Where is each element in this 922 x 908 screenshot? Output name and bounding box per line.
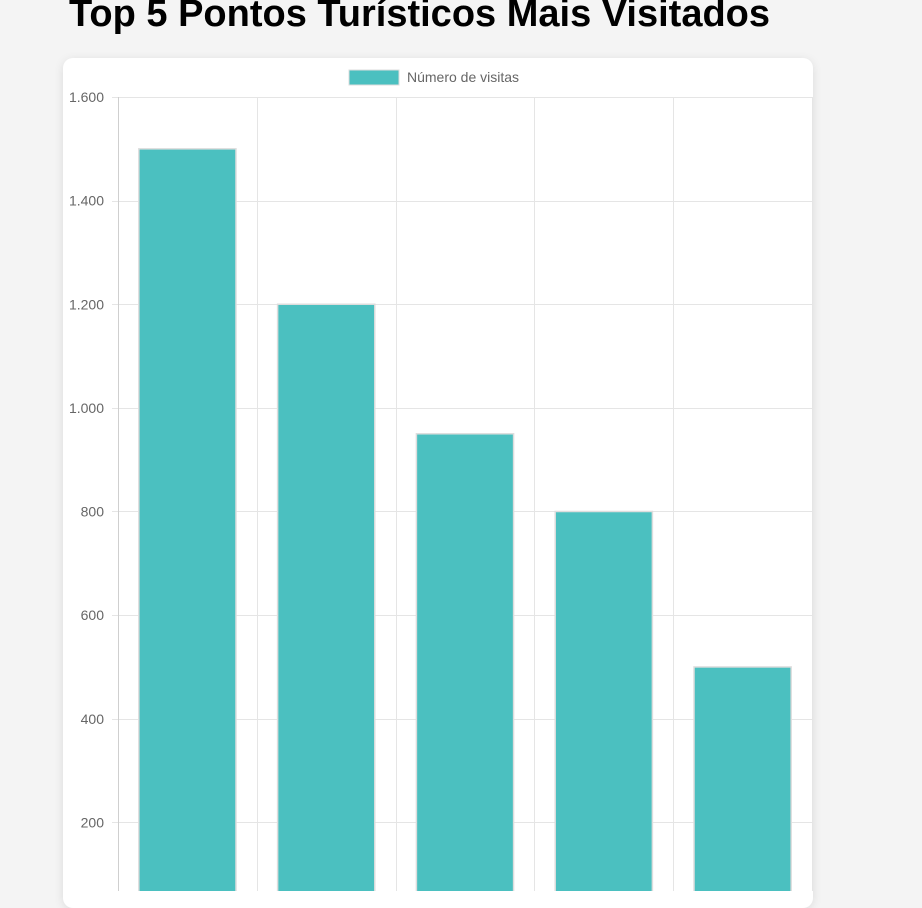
y-tick-label: 1.200 (69, 296, 104, 312)
bar (693, 666, 792, 891)
y-tick-label: 600 (81, 607, 105, 623)
bar (276, 303, 376, 891)
y-axis: 200 400 600 800 1.000 1.200 1.400 1.600 (69, 89, 119, 891)
bar (415, 433, 515, 891)
page-title: Top 5 Pontos Turísticos Mais Visitados (69, 0, 771, 35)
bar (554, 510, 654, 891)
legend-swatch (348, 69, 400, 86)
bars-layer (138, 148, 792, 891)
y-tick-label: 1.400 (69, 193, 104, 209)
legend[interactable]: Número de visitas (348, 69, 519, 86)
y-tick-label: 800 (81, 504, 105, 520)
y-tick-label: 400 (81, 711, 105, 727)
y-tick-label: 1.000 (69, 400, 104, 416)
y-tick-label: 1.600 (69, 89, 104, 105)
legend-label: Número de visitas (407, 69, 519, 85)
y-tick-label: 200 (81, 814, 105, 830)
bar (138, 148, 237, 891)
